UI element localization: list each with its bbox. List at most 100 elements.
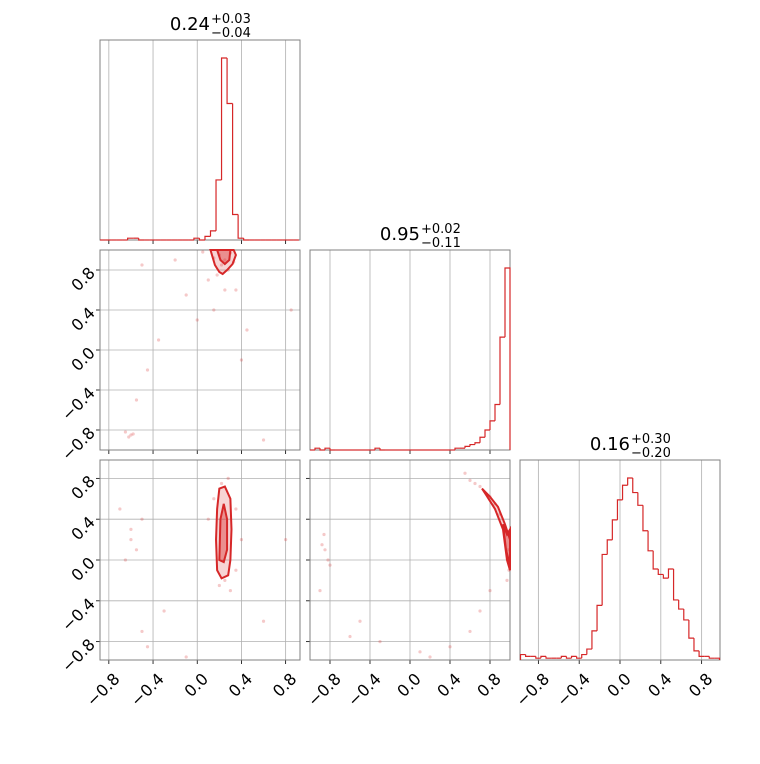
histogram-step	[494, 403, 500, 421]
sample-point	[323, 548, 327, 552]
histogram-step	[324, 447, 330, 450]
sample-point	[320, 543, 324, 547]
sample-point	[228, 589, 232, 593]
histogram-step	[662, 574, 669, 579]
histogram-step	[545, 656, 552, 659]
histogram-step	[678, 599, 684, 610]
histogram-step	[632, 478, 638, 494]
histogram-step	[667, 568, 674, 579]
histogram-step	[499, 336, 505, 405]
title-minus: −0.11	[421, 236, 461, 251]
histogram-step	[591, 630, 598, 650]
histogram-step	[479, 436, 485, 443]
sample-point	[328, 563, 332, 567]
sample-point	[478, 609, 482, 613]
sample-point	[184, 655, 188, 659]
sample-point	[134, 398, 139, 402]
histogram-step	[565, 656, 572, 659]
histogram-step	[683, 609, 689, 621]
sample-point	[223, 578, 227, 583]
histogram-step	[464, 445, 470, 449]
sample-point	[219, 481, 224, 486]
sample-point	[206, 278, 210, 282]
x-tick-label: 0.8	[473, 669, 504, 700]
histogram-step	[504, 267, 511, 450]
title-minus: −0.20	[631, 446, 671, 461]
sample-point	[140, 517, 144, 521]
sample-point	[418, 650, 422, 654]
y-tick-label: 0.0	[67, 343, 98, 374]
histogram-step	[637, 492, 643, 506]
histogram-step	[243, 238, 250, 241]
histogram-step	[688, 619, 694, 639]
title-plus: +0.02	[421, 222, 461, 237]
sample-point	[223, 258, 227, 262]
sample-point	[289, 308, 293, 312]
histogram-step	[198, 238, 205, 241]
panel-frame	[519, 459, 721, 661]
sample-point	[140, 629, 144, 634]
x-tick-label: 0.8	[685, 669, 716, 700]
sample-point	[318, 589, 322, 593]
sample-point	[145, 645, 150, 649]
y-tick-label: 0.8	[67, 472, 98, 503]
sample-point	[239, 537, 244, 542]
y-tick-label: 0.8	[67, 263, 98, 294]
histogram-step	[484, 429, 490, 438]
x-tick-label: −0.4	[553, 669, 594, 710]
sample-point	[284, 537, 288, 542]
sample-point	[217, 583, 221, 588]
sample-point	[348, 634, 352, 639]
histogram-step	[672, 569, 679, 601]
contour	[218, 503, 229, 564]
sample-point	[173, 258, 177, 262]
sample-point	[358, 619, 362, 623]
y-tick-label: −0.8	[58, 423, 99, 464]
sample-point	[478, 484, 482, 489]
title-median: 0.24	[170, 14, 210, 35]
histogram-step	[652, 550, 659, 570]
histogram-step	[374, 447, 380, 450]
x-tick-label: −0.4	[127, 669, 168, 710]
sample-point	[129, 537, 133, 542]
histogram-step	[708, 656, 715, 659]
histogram-step	[698, 650, 705, 657]
histogram-step	[314, 447, 320, 450]
x-tick-label: −0.8	[512, 669, 553, 710]
sample-point	[131, 432, 135, 436]
x-tick-label: 0.8	[269, 669, 300, 700]
histogram-step	[693, 638, 700, 652]
histogram-step	[611, 519, 618, 540]
histogram-step	[616, 499, 623, 520]
histogram-step	[329, 448, 335, 451]
sample-point	[118, 507, 122, 511]
histogram-step	[560, 655, 567, 659]
sample-point	[234, 568, 238, 572]
sample-point	[463, 471, 467, 475]
sample-point	[212, 308, 216, 312]
sample-point	[127, 435, 131, 439]
sample-point	[123, 430, 128, 434]
sample-point	[134, 548, 139, 552]
sample-point	[140, 263, 144, 267]
x-tick-label: 0.4	[644, 669, 675, 700]
histogram-step	[469, 443, 475, 447]
sample-point	[195, 318, 199, 322]
histogram-step	[525, 654, 531, 657]
histogram-step	[489, 420, 495, 430]
sample-point	[215, 273, 219, 277]
x-tick-label: 0.4	[433, 669, 464, 700]
sample-point	[145, 368, 150, 372]
contour	[215, 249, 232, 266]
y-tick-label: −0.4	[58, 594, 99, 635]
title-plus: +0.03	[211, 12, 251, 27]
histogram-step	[220, 57, 228, 180]
sample-point	[505, 578, 509, 583]
histogram-step	[586, 648, 592, 655]
sample-point	[468, 478, 472, 483]
sample-point	[473, 481, 477, 486]
title-plus: +0.30	[631, 432, 671, 447]
sample-point	[468, 629, 472, 634]
histogram-step	[657, 569, 664, 576]
